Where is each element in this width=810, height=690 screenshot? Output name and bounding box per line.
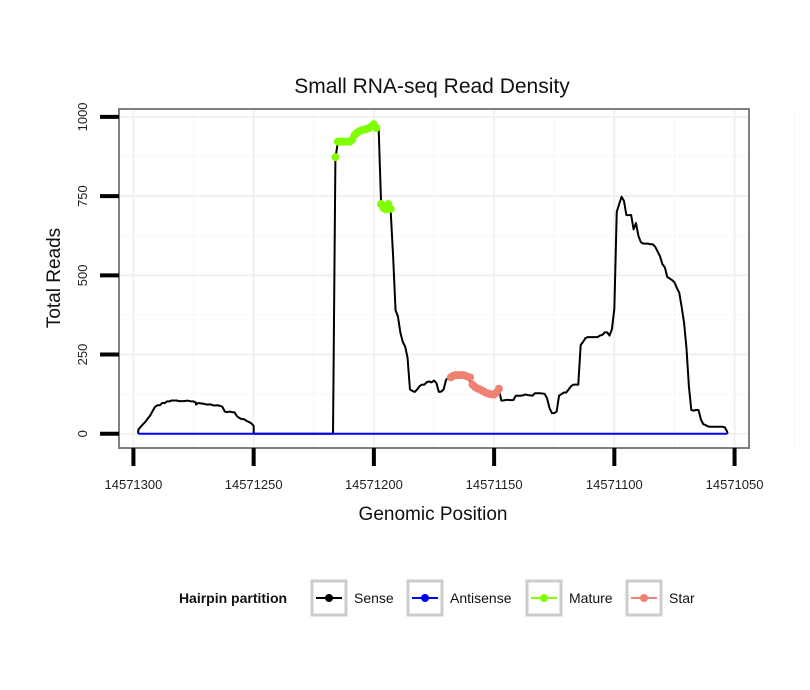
x-tick-label: 14571050 xyxy=(706,477,764,492)
x-tick-label: 14571150 xyxy=(466,477,523,492)
y-tick-label: 1000 xyxy=(75,102,90,131)
x-tick-label: 14571100 xyxy=(586,477,643,492)
legend-item-sense: Sense xyxy=(310,579,394,617)
x-axis-title: Genomic Position xyxy=(359,504,508,525)
legend-label-star: Star xyxy=(669,590,695,606)
legend-item-mature: Mature xyxy=(525,579,613,617)
data-point-star xyxy=(494,384,503,393)
data-point-mature xyxy=(372,124,381,133)
data-point-mature xyxy=(331,153,340,162)
legend-key-point-mature xyxy=(540,594,548,602)
legend-item-antisense: Antisense xyxy=(406,579,512,617)
x-axis: 14571300 14571250 14571200 14571150 14571100… xyxy=(105,448,764,492)
y-tick-label: 0 xyxy=(75,430,90,437)
legend-key-point-sense xyxy=(325,594,333,602)
data-point-star xyxy=(466,373,475,382)
plot-border xyxy=(118,108,750,449)
y-tick-label: 750 xyxy=(75,185,90,207)
series-points-mature xyxy=(331,120,395,214)
plot-area xyxy=(118,108,796,449)
legend-item-star: Star xyxy=(625,579,695,617)
chart-title: Small RNA-seq Read Density xyxy=(294,75,570,98)
legend-key-point-star xyxy=(640,594,648,602)
x-tick-label: 14571250 xyxy=(225,477,283,492)
x-tick-label: 14571200 xyxy=(345,477,403,492)
series-layer xyxy=(137,120,729,435)
legend-items: Sense Antisense Mature Star xyxy=(310,579,695,617)
y-axis-title: Total Reads xyxy=(44,228,65,328)
y-tick-label: 500 xyxy=(75,264,90,286)
legend-key-point-antisense xyxy=(421,594,429,602)
x-tick-label: 14571300 xyxy=(105,477,163,492)
legend-title: Hairpin partition xyxy=(179,590,287,606)
legend: Hairpin partition Sense Antisense Mature St… xyxy=(179,579,695,617)
legend-label-sense: Sense xyxy=(354,590,394,606)
y-axis: 0 250 500 750 1000 xyxy=(75,102,119,437)
legend-label-antisense: Antisense xyxy=(450,590,512,606)
legend-label-mature: Mature xyxy=(569,590,613,606)
y-tick-label: 250 xyxy=(75,344,90,366)
data-point-mature xyxy=(386,204,395,213)
series-points-star xyxy=(446,371,503,399)
